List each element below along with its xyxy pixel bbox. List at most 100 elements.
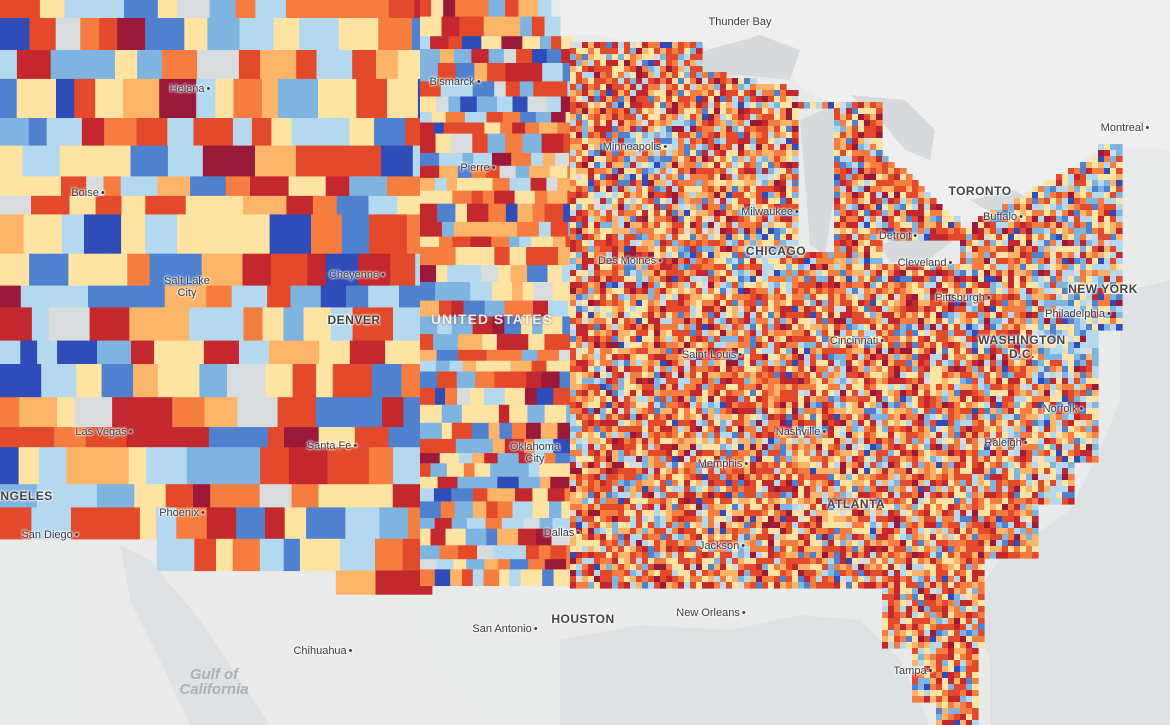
map-cell-2667[interactable] [876, 258, 883, 265]
map-cell-211[interactable] [19, 397, 58, 428]
map-cell-2734[interactable] [804, 264, 811, 271]
map-cell-161[interactable] [320, 285, 347, 308]
map-cell-2448[interactable] [1026, 240, 1033, 247]
map-cell-4162[interactable] [660, 360, 667, 367]
map-cell-4433[interactable] [702, 378, 709, 385]
map-cell-3791[interactable] [1074, 330, 1081, 337]
map-cell-4539[interactable] [810, 384, 817, 391]
map-cell-3867[interactable] [1002, 336, 1009, 343]
map-cell-1532[interactable] [762, 168, 769, 175]
map-cell-4222[interactable] [1020, 360, 1027, 367]
map-cell-1099[interactable] [786, 114, 793, 121]
map-cell-685[interactable] [553, 569, 573, 586]
map-cell-4167[interactable] [690, 360, 697, 367]
map-cell-1920[interactable] [708, 204, 715, 211]
map-cell-2719[interactable] [714, 264, 721, 271]
map-cell-4855[interactable] [594, 408, 601, 415]
map-cell-3315[interactable] [978, 300, 985, 307]
map-cell-3246[interactable] [1116, 294, 1123, 301]
map-cell-2755[interactable] [930, 264, 937, 271]
map-cell-1918[interactable] [696, 204, 703, 211]
map-cell-4640[interactable] [888, 390, 895, 397]
map-cell-4158[interactable] [636, 360, 643, 367]
map-cell-1682[interactable] [1098, 180, 1105, 187]
map-cell-3521[interactable] [1110, 312, 1117, 319]
map-cell-1518[interactable] [678, 168, 685, 175]
map-cell-4307[interactable] [1002, 366, 1009, 373]
map-cell-536[interactable] [546, 360, 559, 373]
map-cell-348[interactable] [554, 81, 569, 98]
map-cell-3379[interactable] [810, 306, 817, 313]
map-cell-763[interactable] [636, 60, 643, 67]
map-cell-4033[interactable] [942, 348, 949, 355]
map-cell-1623[interactable] [582, 180, 589, 187]
map-cell-511[interactable] [458, 334, 473, 351]
map-cell-557[interactable] [420, 404, 443, 424]
map-cell-4111[interactable] [882, 354, 889, 361]
map-cell-4795[interactable] [762, 402, 769, 409]
map-cell-3918[interactable] [780, 342, 787, 349]
map-cell-4919[interactable] [978, 408, 985, 415]
map-cell-1861[interactable] [792, 198, 799, 205]
map-cell-4695[interactable] [690, 396, 697, 403]
map-cell-2177[interactable] [858, 222, 865, 229]
map-cell-4659[interactable] [1002, 390, 1009, 397]
map-cell-2008[interactable] [780, 210, 787, 217]
map-cell-1694[interactable] [618, 186, 625, 193]
map-cell-1628[interactable] [612, 180, 619, 187]
map-cell-3091[interactable] [738, 288, 745, 295]
map-cell-1630[interactable] [624, 180, 631, 187]
map-cell-1576[interactable] [672, 174, 679, 181]
map-cell-2005[interactable] [762, 210, 769, 217]
map-cell-4689[interactable] [654, 396, 661, 403]
map-cell-3625[interactable] [630, 324, 637, 331]
map-cell-2326[interactable] [696, 234, 703, 241]
map-cell-4748[interactable] [1008, 396, 1015, 403]
map-cell-4107[interactable] [858, 354, 865, 361]
map-cell-3629[interactable] [654, 324, 661, 331]
map-cell-768[interactable] [666, 60, 673, 67]
map-cell-512[interactable] [472, 334, 483, 351]
map-cell-611[interactable] [518, 476, 541, 489]
map-cell-881[interactable] [738, 84, 745, 91]
map-cell-1295[interactable] [582, 144, 589, 151]
map-cell-2362[interactable] [948, 234, 955, 241]
map-cell-1928[interactable] [756, 204, 763, 211]
map-cell-2142[interactable] [612, 222, 619, 229]
map-cell-4762[interactable] [1092, 396, 1099, 403]
map-cell-943[interactable] [666, 96, 673, 103]
map-cell-1216[interactable] [660, 132, 667, 139]
map-cell-3634[interactable] [684, 324, 691, 331]
map-cell-2976[interactable] [600, 282, 607, 289]
map-cell-1426[interactable] [768, 156, 775, 163]
map-cell-3801[interactable] [606, 336, 613, 343]
map-cell-4455[interactable] [834, 378, 841, 385]
map-cell-1275[interactable] [738, 138, 745, 145]
map-cell-3070[interactable] [612, 288, 619, 295]
map-cell-2141[interactable] [606, 222, 613, 229]
map-cell-3661[interactable] [846, 324, 853, 331]
map-cell-2756[interactable] [936, 264, 943, 271]
map-cell-415[interactable] [492, 177, 511, 192]
map-cell-3719[interactable] [642, 330, 649, 337]
map-cell-4522[interactable] [708, 384, 715, 391]
map-cell-4535[interactable] [786, 384, 793, 391]
map-cell-3806[interactable] [636, 336, 643, 343]
map-cell-1253[interactable] [606, 138, 613, 145]
map-cell-1073[interactable] [630, 114, 637, 121]
map-cell-1024[interactable] [612, 108, 619, 115]
map-cell-3602[interactable] [1044, 318, 1051, 325]
map-cell-3843[interactable] [858, 336, 865, 343]
map-cell-4240[interactable] [600, 366, 607, 373]
map-cell-4181[interactable] [774, 360, 781, 367]
map-cell-1341[interactable] [1110, 144, 1117, 151]
map-cell-3494[interactable] [948, 312, 955, 319]
map-cell-4093[interactable] [774, 354, 781, 361]
map-cell-4048[interactable] [1032, 348, 1039, 355]
map-cell-378[interactable] [539, 122, 559, 135]
map-cell-1767[interactable] [648, 192, 655, 199]
map-cell-3216[interactable] [936, 294, 943, 301]
map-cell-4065[interactable] [606, 354, 613, 361]
map-cell-584[interactable] [534, 438, 554, 454]
map-cell-1056[interactable] [840, 108, 847, 115]
